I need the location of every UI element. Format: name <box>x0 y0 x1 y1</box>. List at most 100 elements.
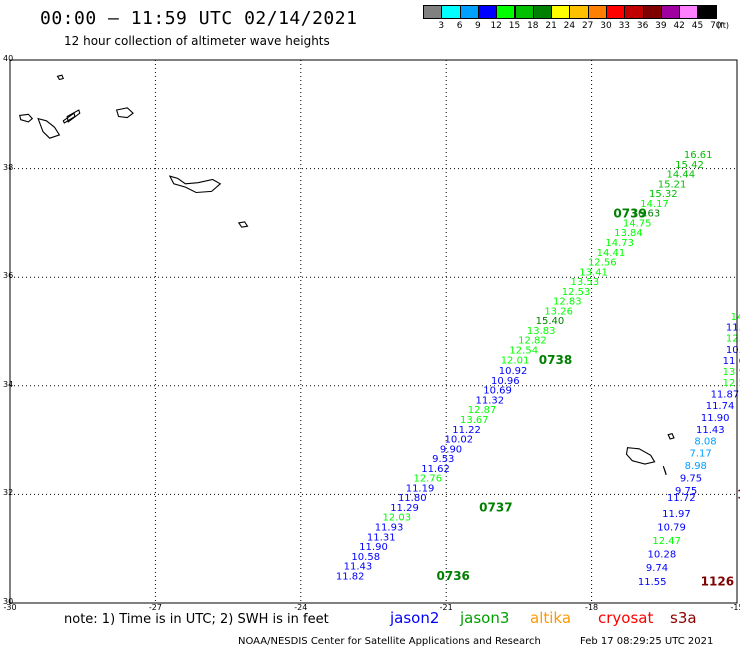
swh-reading: 11.43 <box>344 562 373 573</box>
swh-reading: 10.92 <box>499 366 528 377</box>
lon-tick-label: -21 <box>439 603 453 612</box>
swh-reading: 9.74 <box>646 563 668 574</box>
swh-reading: 11.72 <box>667 493 696 504</box>
swh-reading: 13.67 <box>460 415 489 426</box>
pass-time-label: 1126 <box>701 574 734 588</box>
swh-reading: 11.69 <box>723 356 740 367</box>
swh-reading: 11.82 <box>336 571 365 582</box>
pass-time-label: 0738 <box>539 353 572 367</box>
swh-reading: 14.41 <box>597 248 626 259</box>
lat-tick-label: 32 <box>3 488 14 498</box>
swh-reading: 12.03 <box>382 513 411 524</box>
island-outline <box>667 432 675 440</box>
legend-label: 12 <box>490 21 502 31</box>
satellite-name: cryosat <box>598 609 654 627</box>
lon-tick-label: -24 <box>294 603 308 612</box>
swh-reading: 12.87 <box>468 405 497 416</box>
swh-reading: 14 <box>731 312 740 323</box>
satellite-name: jason3 <box>460 609 510 627</box>
swh-reading: 11.90 <box>359 542 388 553</box>
credit-text: NOAA/NESDIS Center for Satellite Applica… <box>238 636 541 647</box>
legend-label: 9 <box>475 21 481 31</box>
swh-reading: 11.9 <box>726 323 740 334</box>
swh-reading: 10.58 <box>351 552 380 563</box>
lat-tick-label: 40 <box>3 54 14 63</box>
page-title: 00:00 – 11:59 UTC 02/14/2021 <box>40 8 358 29</box>
swh-reading: 15.42 <box>675 160 704 171</box>
swh-reading: 8.98 <box>685 461 707 472</box>
legend-label: 21 <box>545 21 557 31</box>
swh-reading: 11.19 <box>406 483 435 494</box>
swh-reading: 7.17 <box>690 449 712 460</box>
island-outline <box>662 466 667 476</box>
lat-tick-label: 38 <box>3 162 14 172</box>
legend-label: 45 <box>691 21 704 31</box>
swh-reading: 12.47 <box>652 536 681 547</box>
swh-reading: 12.01 <box>501 355 530 366</box>
swh-reading: 10.69 <box>483 386 512 397</box>
legend-label: 36 <box>636 21 649 31</box>
swh-reading: 16.63 <box>632 209 661 220</box>
swh-reading: 12.54 <box>509 346 538 357</box>
island-outline <box>625 447 656 465</box>
swh-reading: 12.83 <box>553 297 582 308</box>
swh-reading: 11.31 <box>367 532 396 543</box>
island-outline <box>62 112 76 124</box>
swh-reading: 11.32 <box>475 395 504 406</box>
lon-tick-label: -30 <box>3 603 17 612</box>
island-outline <box>237 221 249 228</box>
note-text: note: 1) Time is in UTC; 2) SWH is in fe… <box>64 612 329 627</box>
lon-tick-label: -15 <box>730 603 740 612</box>
swh-reading: 12.50 <box>723 378 740 389</box>
swh-reading: 10.96 <box>491 376 520 387</box>
swh-reading: 8.08 <box>694 437 716 448</box>
swh-reading: 11.93 <box>375 523 404 534</box>
swh-reading: 14.17 <box>640 199 669 210</box>
swh-reading: 13.83 <box>527 326 556 337</box>
island-outline <box>115 107 134 119</box>
swh-reading: 12.56 <box>588 258 617 269</box>
lat-tick-label: 30 <box>3 597 14 606</box>
swh-reading: 11.97 <box>662 509 691 520</box>
satellite-name: altika <box>530 609 572 627</box>
pass-time-label: 0736 <box>437 569 470 583</box>
island-outline <box>66 109 81 123</box>
swh-reading: 14.75 <box>623 218 652 229</box>
lon-tick-label: -18 <box>585 603 599 612</box>
swh-reading: 15.21 <box>658 179 687 190</box>
swh-reading: 10.79 <box>657 523 686 534</box>
swh-reading: 14.73 <box>605 238 634 249</box>
swh-reading: 15.40 <box>536 316 565 327</box>
legend-label: 39 <box>655 21 667 31</box>
swh-reading: 11.80 <box>398 493 427 504</box>
swh-reading: 13.99 <box>723 367 740 378</box>
swh-reading: 11.29 <box>390 503 419 514</box>
legend-label: 18 <box>527 21 539 31</box>
swh-reading: 12.4 <box>726 334 740 345</box>
swh-reading: 13.84 <box>614 228 643 239</box>
lat-tick-label: 36 <box>3 271 14 281</box>
pass-time-label: 0739 <box>613 207 646 221</box>
swh-reading: 11.22 <box>452 425 481 436</box>
swh-reading: 9.75 <box>675 486 697 497</box>
swh-reading: 9.53 <box>432 454 454 465</box>
page-subtitle: 12 hour collection of altimeter wave hei… <box>64 34 330 48</box>
pass-time-label: 0737 <box>479 500 512 514</box>
swh-reading: 12.76 <box>413 474 442 485</box>
swh-reading: 14.44 <box>666 170 695 181</box>
swh-reading: 11.55 <box>638 577 667 588</box>
legend-label: 6 <box>456 21 463 31</box>
legend-label: 70 <box>710 21 722 31</box>
swh-reading: 11.43 <box>696 425 725 436</box>
swh-reading: 9.75 <box>680 474 702 485</box>
legend-swatch <box>697 5 717 19</box>
legend-label: 42 <box>673 21 685 31</box>
swh-reading: 16.61 <box>684 150 713 161</box>
legend-label: 27 <box>581 21 594 31</box>
swh-reading: 10.28 <box>648 550 677 561</box>
swh-reading: 10.9 <box>726 345 740 356</box>
swh-reading: 11.62 <box>421 464 450 475</box>
legend-label: 30 <box>600 21 612 31</box>
